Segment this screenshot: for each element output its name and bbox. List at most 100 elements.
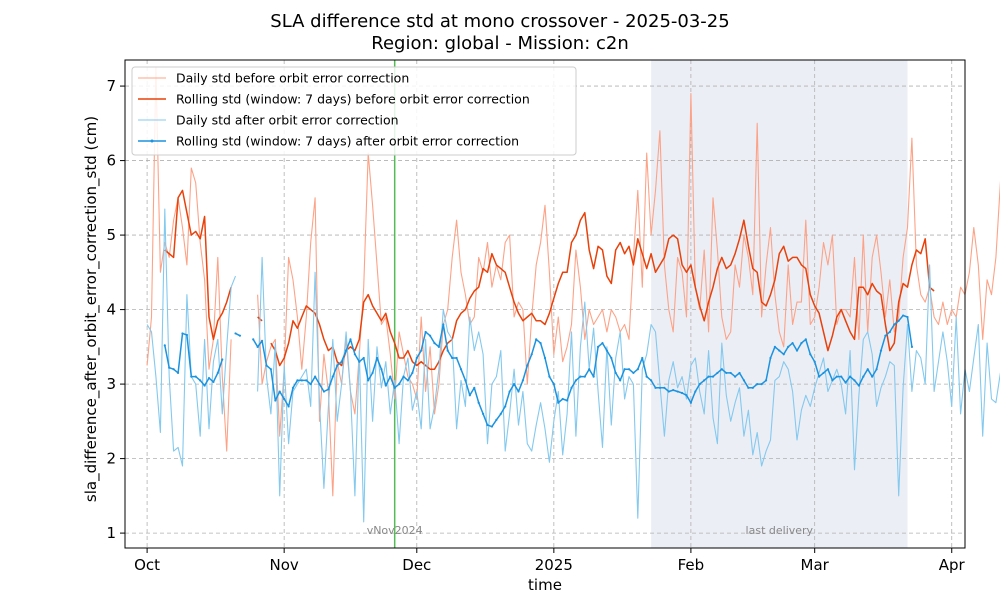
series-dot xyxy=(265,364,268,367)
series-dot xyxy=(384,384,387,387)
series-dot xyxy=(455,356,458,360)
series-dot xyxy=(716,371,719,375)
series-dot xyxy=(176,371,180,375)
series-dot xyxy=(530,353,533,356)
series-dot xyxy=(327,388,330,391)
legend-entry: Rolling std (window: 7 days) after orbit… xyxy=(176,134,519,149)
series-dot xyxy=(521,379,524,382)
series-dot xyxy=(676,390,679,393)
series-dot xyxy=(344,349,348,352)
series-dot xyxy=(879,349,883,352)
series-dot xyxy=(486,423,489,427)
series-dot xyxy=(548,375,551,378)
series-dot xyxy=(583,375,586,378)
series-dot xyxy=(835,375,838,378)
series-dot xyxy=(579,375,582,378)
series-dot xyxy=(826,368,830,371)
series-dot xyxy=(742,379,746,382)
series-dot xyxy=(375,356,379,360)
x-tick-label: Dec xyxy=(402,556,431,574)
series-dot xyxy=(897,319,900,322)
series-dot xyxy=(274,399,277,402)
series-dot xyxy=(535,338,538,341)
series-dot xyxy=(322,390,326,393)
series-dot xyxy=(504,405,507,408)
series-line xyxy=(146,66,232,452)
series-dot xyxy=(703,379,706,382)
x-tick-label: Mar xyxy=(801,556,830,574)
series-dot xyxy=(561,397,564,401)
legend-entry: Daily std before orbit error correction xyxy=(176,71,409,86)
series-dot xyxy=(791,342,794,345)
series-dot xyxy=(680,391,684,395)
series-dot xyxy=(185,333,188,337)
series-dot xyxy=(795,349,799,352)
series-dot xyxy=(588,368,591,371)
series-dot xyxy=(601,342,604,345)
y-tick-label: 7 xyxy=(106,77,116,95)
series-dot xyxy=(663,386,666,389)
series-dot xyxy=(336,364,339,367)
series-dot xyxy=(499,412,502,415)
series-dot xyxy=(813,360,816,363)
series-dot xyxy=(557,401,560,404)
series-dot xyxy=(380,368,383,371)
series-dot xyxy=(689,401,692,404)
x-tick-label: 2025 xyxy=(535,556,573,574)
series-dot xyxy=(190,375,193,378)
series-dot xyxy=(756,382,759,386)
series-dot xyxy=(596,345,600,348)
series-line xyxy=(257,256,1000,523)
series-dot xyxy=(570,386,573,389)
series-4 xyxy=(163,314,914,428)
series-dot xyxy=(371,371,374,375)
series-dot xyxy=(424,330,427,334)
series-dot xyxy=(871,375,874,378)
series-dot xyxy=(459,368,463,371)
series-dot xyxy=(207,377,211,380)
series-dot xyxy=(804,338,807,341)
series-dot xyxy=(490,425,494,428)
series-dot xyxy=(482,412,485,415)
series-dot xyxy=(809,353,812,356)
series-dot xyxy=(818,375,821,378)
y-tick-label: 2 xyxy=(106,450,116,468)
series-dot xyxy=(358,360,361,363)
series-dot xyxy=(910,345,914,348)
series-dot xyxy=(654,386,657,389)
series-dot xyxy=(840,375,843,378)
series-dot xyxy=(658,386,662,389)
series-dot xyxy=(221,358,224,361)
series-dot xyxy=(353,353,356,356)
series-dot xyxy=(256,345,259,348)
series-dot xyxy=(398,382,401,386)
series-dot xyxy=(672,388,675,392)
axes-frame xyxy=(124,59,966,549)
series-dot xyxy=(477,401,480,404)
series-dot xyxy=(349,338,352,341)
series-dot xyxy=(442,323,445,326)
plot-area: vNov2024 last delivery Oct Nov Dec 2025 Feb Mar… xyxy=(106,59,1000,574)
series-dot xyxy=(437,345,440,348)
legend: Daily std before orbit error correction R… xyxy=(131,66,577,156)
series-dot xyxy=(446,349,449,352)
series-dot xyxy=(269,368,272,371)
series-dot xyxy=(782,353,785,356)
x-tick-label: Feb xyxy=(678,556,705,574)
series-dot xyxy=(857,384,860,387)
series-dot xyxy=(707,375,710,378)
series-dot xyxy=(552,382,555,386)
series-dot xyxy=(300,379,303,382)
series-dot xyxy=(906,315,909,319)
series-dot xyxy=(508,390,511,393)
series-dot xyxy=(619,379,622,382)
series-dot xyxy=(711,375,715,378)
series-dot xyxy=(853,379,856,382)
series-dot xyxy=(623,368,626,371)
series-dot xyxy=(428,334,432,337)
legend-swatch-dot xyxy=(150,139,154,143)
y-axis-label: sla_difference_after_orbit_error_correct… xyxy=(82,116,101,502)
series-dot xyxy=(787,345,790,348)
series-dot xyxy=(234,332,237,335)
